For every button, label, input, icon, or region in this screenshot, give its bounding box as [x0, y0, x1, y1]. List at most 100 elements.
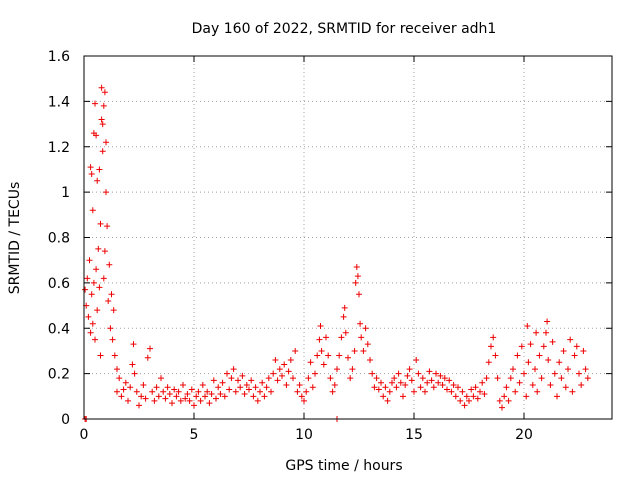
data-point [257, 388, 263, 395]
data-point [270, 370, 277, 377]
data-point [413, 357, 420, 364]
data-point [338, 334, 345, 341]
data-point [97, 220, 104, 227]
data-point [384, 397, 391, 404]
data-point [538, 375, 545, 382]
data-point [130, 341, 137, 348]
data-point [360, 347, 367, 354]
data-point [404, 372, 411, 379]
data-point [540, 343, 547, 350]
data-point [228, 375, 235, 382]
data-point [219, 379, 226, 386]
data-point [327, 375, 334, 382]
x-tick-label: 0 [80, 427, 89, 443]
data-point [301, 397, 307, 404]
data-point [375, 386, 382, 393]
data-point [166, 391, 173, 398]
data-point [419, 375, 426, 382]
data-point [82, 286, 89, 293]
data-point [125, 397, 131, 404]
data-point [305, 375, 312, 382]
data-point [569, 388, 576, 395]
y-tick-label: 1.6 [48, 49, 70, 65]
data-point [94, 177, 101, 184]
data-point [532, 366, 538, 373]
data-point [164, 384, 171, 391]
data-point [448, 388, 455, 395]
data-point [110, 307, 117, 314]
data-point [571, 352, 578, 359]
data-point [136, 402, 142, 409]
data-point [120, 386, 127, 393]
data-point [340, 313, 347, 320]
data-point [547, 381, 554, 388]
data-point [108, 291, 115, 298]
data-point [353, 263, 360, 270]
data-point [347, 375, 354, 382]
data-point [294, 388, 301, 395]
data-point [362, 325, 369, 332]
data-point [512, 388, 519, 395]
data-point [215, 384, 222, 391]
data-point [265, 375, 272, 382]
data-point [93, 132, 100, 139]
data-point [103, 139, 109, 146]
data-point [261, 393, 268, 400]
data-point [527, 341, 534, 348]
data-point [474, 395, 481, 402]
data-point [290, 375, 296, 382]
data-point [224, 370, 230, 377]
data-point [378, 379, 384, 386]
data-point [87, 329, 94, 336]
data-point [232, 388, 239, 395]
data-point [158, 375, 164, 382]
data-point [84, 275, 91, 282]
data-point [100, 102, 107, 109]
data-point [391, 375, 398, 382]
data-point [89, 207, 96, 214]
data-point [439, 381, 446, 388]
data-point [151, 397, 158, 404]
data-point [488, 343, 494, 350]
data-point [426, 368, 433, 375]
data-point [468, 386, 475, 393]
data-point [287, 357, 294, 364]
data-point [243, 381, 250, 388]
data-point [114, 366, 120, 373]
data-point [329, 388, 336, 395]
data-point [97, 352, 104, 359]
data-point [259, 379, 266, 386]
data-point [95, 245, 102, 252]
data-point [358, 334, 365, 341]
data-point [171, 386, 178, 393]
data-point [195, 388, 202, 395]
data-point [345, 354, 351, 361]
data-point [182, 395, 189, 402]
data-point [543, 329, 549, 336]
data-point [144, 354, 151, 361]
data-point [499, 404, 505, 411]
data-point [389, 379, 395, 386]
data-point [131, 370, 138, 377]
data-point [551, 370, 558, 377]
axis-ticks: 0 5 10 15 20 0 0.2 0.4 0.6 0.8 1 1.2 1.4 1.6 [48, 49, 612, 443]
data-point [89, 320, 96, 327]
data-point [175, 388, 182, 395]
data-point [503, 384, 510, 391]
data-point [109, 336, 116, 343]
y-tick-label: 1.2 [48, 140, 70, 156]
data-point [303, 388, 310, 395]
data-point [534, 388, 541, 395]
data-point [88, 291, 95, 298]
data-point [127, 384, 134, 391]
data-point [309, 384, 316, 391]
data-point [514, 352, 521, 359]
data-point [580, 347, 587, 354]
data-point [180, 381, 186, 388]
data-point [369, 370, 376, 377]
data-point [323, 334, 329, 341]
data-point [334, 366, 340, 373]
data-point [149, 388, 156, 395]
data-point [536, 352, 543, 359]
